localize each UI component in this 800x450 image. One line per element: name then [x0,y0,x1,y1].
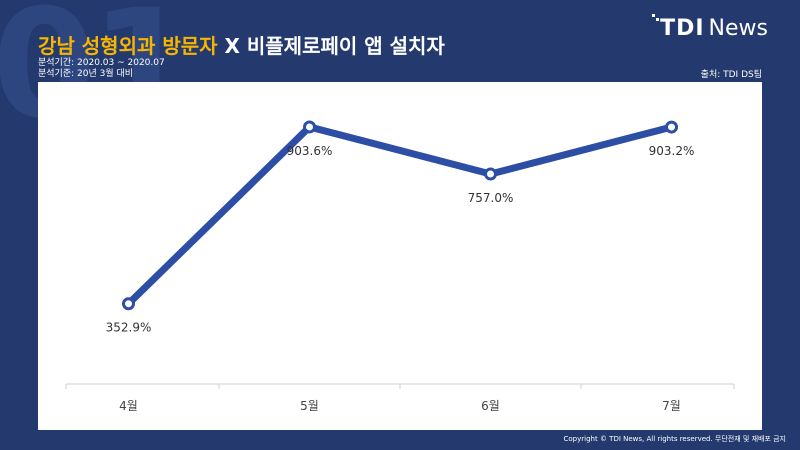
logo-news: News [708,16,768,41]
x-tick-label: 6월 [481,399,500,413]
logo-dots-icon [652,14,660,21]
data-label: 903.2% [649,144,695,158]
logo-tdi: TDI [660,16,705,41]
chart-title: 강남 성형외과 방문자 X 비플제로페이 앱 설치자 [38,30,445,59]
data-point [122,297,135,311]
source-label: 출처: TDI DS팀 [700,70,762,80]
series-line [125,123,675,308]
analysis-period: 분석기간: 2020.03 ~ 2020.07 [38,58,165,68]
chart-panel: 4월 5월 6월 7월 352.9% 903.6% 757.0% 903.2% [38,82,762,430]
analysis-meta: 분석기간: 2020.03 ~ 2020.07 분석기준: 20년 3월 대비 [38,58,165,80]
data-label: 903.6% [287,144,333,158]
chart-title-rest: X 비플제로페이 앱 설치자 [217,34,445,58]
x-tick-label: 5월 [300,399,319,413]
data-point [484,167,497,181]
analysis-baseline: 분석기준: 20년 3월 대비 [38,69,134,79]
x-tick-label: 7월 [662,399,681,413]
chart-title-highlight: 강남 성형외과 방문자 [38,34,218,58]
tdi-news-logo: TDI News [652,14,768,41]
copyright-notice: Copyright © TDI News, All rights reserve… [563,435,786,443]
line-chart: 4월 5월 6월 7월 352.9% 903.6% 757.0% 903.2% [65,120,735,413]
x-tick-label: 4월 [119,399,138,413]
data-label: 352.9% [106,321,152,335]
data-point [665,120,678,134]
data-label: 757.0% [468,191,514,205]
data-point [303,120,316,134]
